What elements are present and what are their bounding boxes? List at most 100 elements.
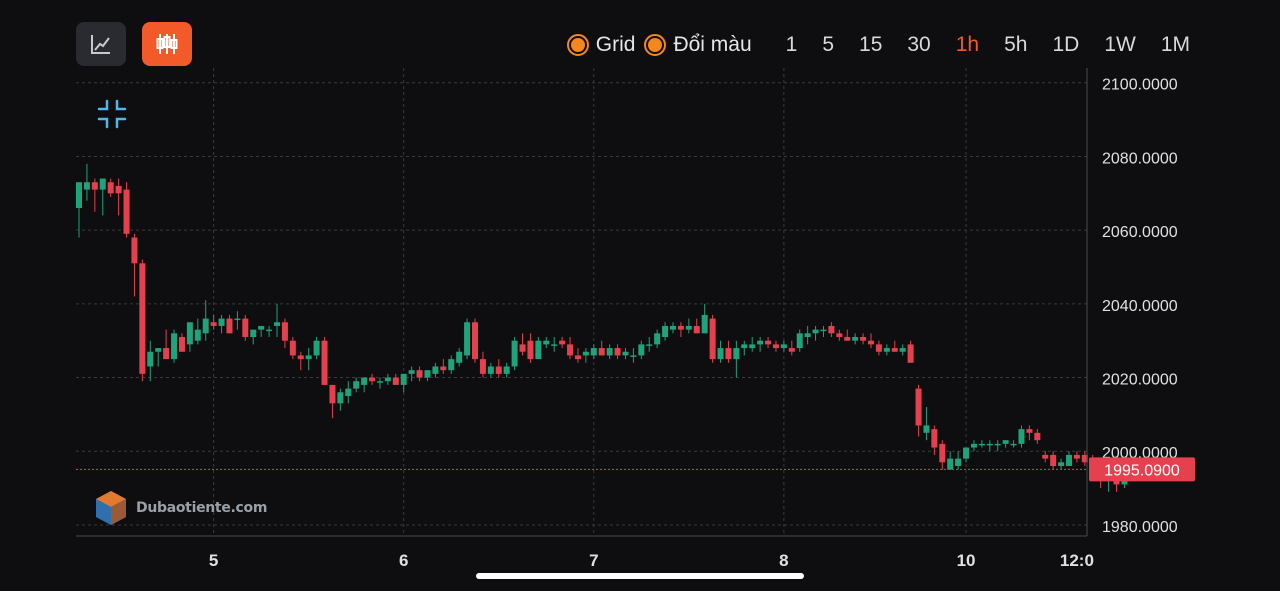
candle <box>978 440 985 448</box>
candle <box>677 322 684 338</box>
timeframe-15[interactable]: 15 <box>859 33 883 56</box>
candle <box>250 329 257 345</box>
color-toggle[interactable]: Đổi màu <box>644 33 752 57</box>
candle <box>646 337 653 352</box>
candle <box>1066 451 1072 466</box>
candle-body <box>115 185 122 194</box>
candle <box>741 340 748 356</box>
x-tick-label: 7 <box>589 551 598 570</box>
candle-body <box>788 348 795 352</box>
candle-body <box>986 443 993 446</box>
candle <box>234 311 241 330</box>
candle-body <box>772 344 779 349</box>
candle-body <box>503 366 510 374</box>
candle <box>107 178 114 197</box>
candle-body <box>448 359 455 371</box>
candle-body <box>1073 454 1080 459</box>
candle <box>1018 425 1025 448</box>
candle <box>202 300 209 341</box>
candle-body <box>163 348 170 360</box>
candle <box>392 373 399 385</box>
candle <box>598 340 605 356</box>
timeframe-1m[interactable]: 1M <box>1160 33 1190 56</box>
candle <box>329 384 336 419</box>
candle <box>99 178 106 216</box>
candle-body <box>757 340 764 345</box>
candle <box>820 325 827 338</box>
watermark-logo-icon <box>96 491 126 525</box>
timeframe-5h[interactable]: 5h <box>1004 33 1028 56</box>
current-price-label: 1995.0900 <box>1104 462 1180 479</box>
candle-body <box>994 443 1001 446</box>
candle-body <box>1002 440 1009 444</box>
candle <box>812 325 819 341</box>
candle <box>654 329 661 349</box>
candle <box>289 337 296 360</box>
grid-toggle[interactable]: Grid <box>566 33 635 57</box>
timeframe-5[interactable]: 5 <box>822 33 835 56</box>
candle-body <box>432 366 439 374</box>
line-chart-button[interactable] <box>76 22 126 66</box>
candle-body <box>630 355 637 357</box>
candle-body <box>226 318 233 334</box>
collapse-button[interactable] <box>90 94 134 134</box>
timeframe-1h[interactable]: 1h <box>955 33 980 56</box>
candle-body <box>947 458 954 470</box>
candle-body <box>582 351 589 356</box>
candle <box>210 314 217 330</box>
candle <box>258 325 265 338</box>
x-tick-label: 10 <box>957 551 976 570</box>
candle-body <box>978 443 985 446</box>
candle-body <box>472 322 478 360</box>
candle <box>511 337 518 371</box>
timeframe-1d[interactable]: 1D <box>1052 33 1080 56</box>
candle-body <box>1034 432 1041 441</box>
candle <box>947 451 954 470</box>
candle-body <box>970 443 977 448</box>
candle-body <box>76 182 82 209</box>
candle <box>955 451 962 470</box>
candle-body <box>384 377 391 382</box>
candle-body <box>1081 454 1088 463</box>
candle-body <box>614 348 621 356</box>
line-chart-icon <box>91 35 110 54</box>
candle <box>963 447 970 463</box>
candle <box>163 329 170 360</box>
candlestick-chart-button[interactable] <box>142 22 192 66</box>
candle <box>266 325 273 338</box>
y-tick-label: 2020.0000 <box>1102 372 1178 389</box>
candle <box>83 163 90 201</box>
candle-body <box>107 182 114 194</box>
candle-body <box>670 325 676 330</box>
candle-body <box>400 373 407 385</box>
candle <box>313 337 320 360</box>
candle-body <box>376 381 383 383</box>
candle-body <box>297 355 304 360</box>
candle <box>725 340 732 363</box>
candle-body <box>91 182 98 190</box>
timeframe-30[interactable]: 30 <box>907 33 931 56</box>
timeframe-1w[interactable]: 1W <box>1104 33 1136 56</box>
candle <box>361 377 368 393</box>
candle <box>432 362 439 378</box>
candle <box>1073 451 1080 463</box>
candle <box>1026 425 1033 441</box>
grid-radio-icon <box>566 34 589 56</box>
candle-body <box>329 384 336 404</box>
timeframe-1[interactable]: 1 <box>785 33 798 56</box>
candle-body <box>646 344 653 346</box>
candle <box>630 348 637 363</box>
candle <box>464 318 471 360</box>
candle <box>860 333 867 345</box>
candle-body <box>717 348 724 360</box>
candle-body <box>535 340 542 360</box>
candle <box>970 440 977 452</box>
candle <box>408 366 415 382</box>
candle-body <box>812 329 819 334</box>
candle <box>242 314 249 341</box>
candle <box>757 337 764 352</box>
candle <box>171 329 178 363</box>
candle-body <box>677 325 684 330</box>
watermark-text: Dubaotiente.com <box>136 500 268 516</box>
